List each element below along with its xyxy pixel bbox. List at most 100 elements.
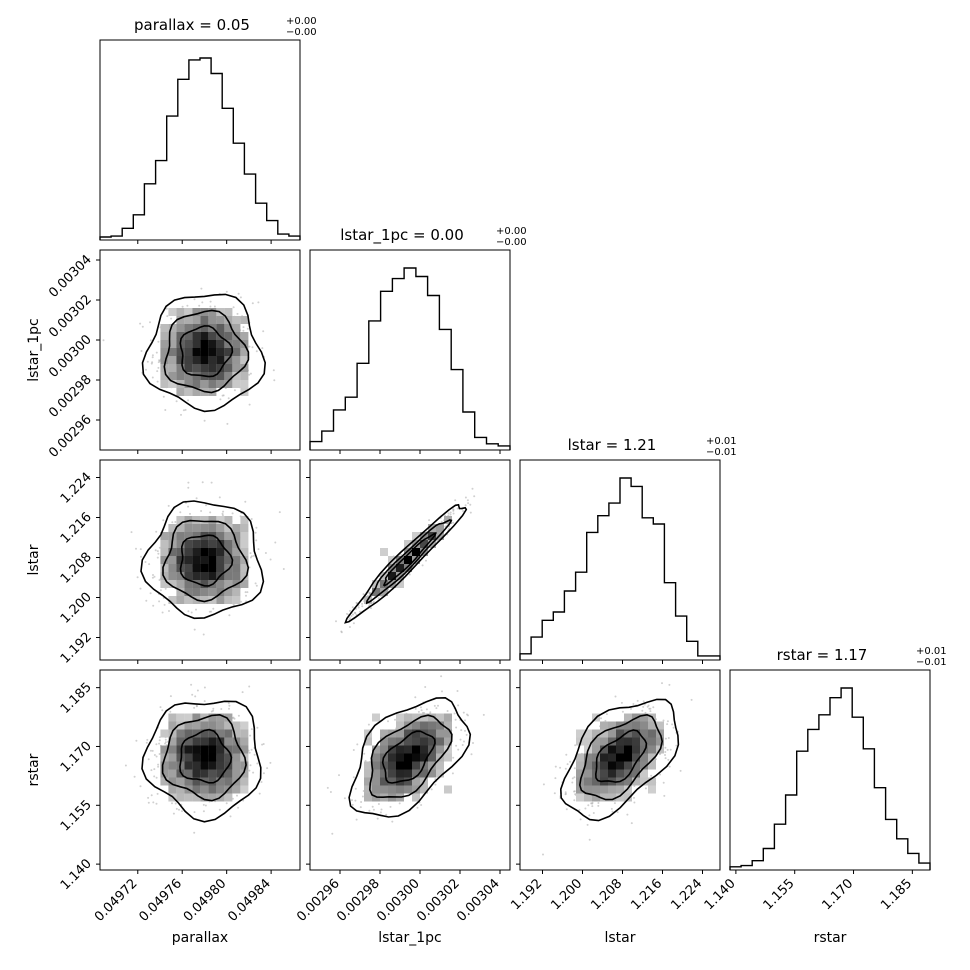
- y-tick-label: 0.00302: [46, 292, 95, 341]
- y-tick-label: 1.140: [58, 856, 95, 893]
- density-cell: [436, 737, 444, 746]
- density-cell: [192, 324, 201, 332]
- x-axis-label-rstar: rstar: [814, 930, 847, 946]
- density-cell: [160, 580, 169, 588]
- contour-level-3: [141, 700, 262, 823]
- x-axis-label-lstar_1pc: lstar_1pc: [378, 930, 442, 946]
- y-tick-label: 0.00300: [46, 332, 95, 381]
- density-cell: [632, 777, 640, 786]
- density-cell: [364, 785, 372, 794]
- sample-point: [690, 698, 693, 701]
- sample-point: [611, 810, 614, 813]
- sample-point: [255, 539, 258, 542]
- sample-point: [578, 809, 581, 811]
- title-uncertainty-minus: −0.00: [286, 27, 317, 38]
- density-cell: [616, 769, 624, 778]
- density-cell: [168, 556, 177, 564]
- density-cell: [240, 380, 249, 388]
- sample-point: [446, 710, 449, 712]
- density-cell: [216, 356, 225, 364]
- density-cell: [168, 308, 177, 316]
- density-cell: [640, 721, 648, 730]
- sample-point: [222, 510, 225, 513]
- density-cell: [232, 356, 241, 364]
- density-cell: [224, 348, 233, 356]
- density-cell: [224, 516, 233, 524]
- sample-point: [416, 806, 419, 809]
- density-cell: [224, 532, 233, 540]
- density-cell: [224, 524, 233, 532]
- sample-point: [361, 605, 364, 608]
- sample-point: [218, 496, 221, 499]
- density-cell: [184, 516, 193, 524]
- sample-point: [181, 305, 184, 308]
- density-cell: [584, 729, 592, 738]
- y-tick-label: 0.00296: [46, 412, 95, 461]
- sample-point: [664, 751, 667, 753]
- density-cell: [224, 324, 233, 332]
- density-cell: [208, 524, 217, 532]
- density-cell: [640, 761, 648, 770]
- sample-point: [597, 804, 600, 807]
- sample-point: [242, 326, 245, 329]
- sample-point: [201, 301, 204, 304]
- sample-point: [171, 802, 173, 805]
- density-cell: [216, 340, 225, 348]
- sample-point: [156, 556, 159, 559]
- density-cell: [600, 785, 608, 794]
- sample-point: [349, 609, 351, 612]
- sample-point: [164, 587, 167, 590]
- density-cell: [396, 713, 404, 722]
- sample-point: [559, 766, 562, 769]
- density-cell: [216, 729, 225, 738]
- density-cell: [648, 753, 656, 762]
- sample-point: [659, 773, 662, 776]
- density-cell: [216, 564, 225, 572]
- y-tick-label: 0.00298: [46, 372, 95, 421]
- density-cell: [216, 769, 225, 778]
- density-cell: [200, 556, 209, 564]
- density-cell: [240, 532, 249, 540]
- sample-point: [164, 741, 167, 744]
- sample-point: [179, 511, 182, 514]
- sample-point: [153, 775, 156, 778]
- density-cell: [160, 380, 169, 388]
- sample-point: [190, 683, 193, 686]
- density-cell: [192, 348, 201, 356]
- density-cell: [224, 753, 233, 762]
- sample-point: [573, 776, 576, 779]
- contour-level-1: [179, 728, 233, 784]
- density-cell: [240, 564, 249, 572]
- sample-point: [228, 704, 231, 707]
- density-cell: [412, 737, 420, 746]
- density-cell: [396, 580, 404, 588]
- sample-point: [205, 504, 207, 507]
- density-cell: [436, 721, 444, 730]
- sample-point: [219, 398, 222, 401]
- density-cell: [624, 761, 632, 770]
- density-cell: [404, 769, 412, 778]
- sample-point: [261, 743, 264, 746]
- y-tick-label: 1.192: [58, 630, 95, 667]
- density-cell: [208, 777, 217, 786]
- density-cell: [216, 761, 225, 770]
- density-cell: [584, 785, 592, 794]
- density-cell: [160, 348, 169, 356]
- sample-point: [452, 756, 455, 759]
- density-cell: [200, 516, 209, 524]
- sample-point: [360, 801, 363, 803]
- histogram-panel-lstar_1pc: lstar_1pc = 0.00 +0.00−0.00: [309, 226, 527, 454]
- sample-point: [452, 512, 455, 515]
- sample-point: [195, 608, 197, 611]
- density-cell: [200, 737, 209, 746]
- sample-point: [203, 419, 206, 422]
- sample-point: [588, 838, 591, 841]
- sample-point: [664, 746, 667, 749]
- sample-point: [256, 726, 259, 729]
- density-cell: [192, 540, 201, 548]
- sample-point: [246, 327, 249, 330]
- density-cell: [224, 308, 233, 316]
- sample-point: [282, 568, 285, 570]
- density-cell: [240, 316, 249, 324]
- sample-point: [145, 741, 148, 744]
